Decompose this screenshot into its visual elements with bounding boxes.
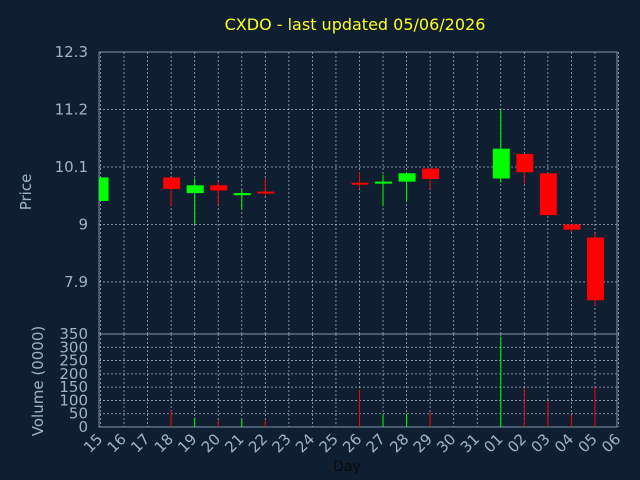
candles [99,109,604,306]
candle-body [398,173,416,182]
candle-body [99,177,109,201]
candle-body [210,185,228,191]
candle-body [163,177,181,189]
volume-tick-label: 250 [59,352,88,370]
candle-body [422,168,440,180]
candle-body [492,148,510,179]
price-axis-label: Price [17,174,35,211]
x-tick-label: 16 [104,430,130,456]
x-axis-label: Day [333,459,361,475]
volume-grid [99,334,619,427]
x-tick-label: 18 [151,430,177,456]
volume-tick-label: 50 [69,405,88,423]
price-ticks: 7.9 9 10.1 11.2 12.3 [55,43,88,291]
candle-body [516,153,534,173]
price-tick-label: 11.2 [55,100,88,118]
x-tick-label: 19 [174,430,200,456]
x-tick-label: 24 [292,430,318,456]
x-tick-label: 21 [221,430,247,456]
x-tick-label: 28 [386,430,412,456]
price-tick-label: 12.3 [55,43,88,61]
x-tick-label: 31 [457,430,483,456]
volume-axis-label: Volume (0000) [29,326,47,436]
price-tick-label: 7.9 [64,273,88,291]
x-tick-label: 25 [316,430,342,456]
candle-body [375,181,393,184]
volume-tick-label: 300 [59,338,88,356]
x-tick-label: 30 [433,430,459,456]
x-tick-label: 20 [198,430,224,456]
volume-tick-label: 0 [78,418,88,436]
price-plot-frame [98,51,618,335]
x-tick-label: 06 [598,430,624,456]
volume-plot-frame [98,333,618,428]
x-tick-label: 26 [339,430,365,456]
candle-body [586,237,604,301]
volume-tick-label: 350 [59,325,88,343]
x-tick-label: 03 [527,430,553,456]
candle-body [233,193,251,196]
volume-tick-label: 200 [59,365,88,383]
x-tick-label: 27 [363,430,389,456]
x-tick-label: 04 [551,430,577,456]
candle-body [539,173,557,216]
x-tick-label: 23 [268,430,294,456]
x-tick-label: 05 [575,430,601,456]
volume-tick-label: 150 [59,378,88,396]
x-tick-label: 17 [127,430,153,456]
volume-tick-label: 100 [59,391,88,409]
x-tick-label: 02 [504,430,530,456]
volume-bars [170,336,596,427]
x-ticks: 1516171819202122232425262728293031010203… [80,430,624,456]
price-tick-label: 9 [78,215,88,233]
x-tick-label: 29 [410,430,436,456]
price-tick-label: 10.1 [55,158,88,176]
candle-body [351,182,369,185]
x-tick-label: 01 [480,430,506,456]
candle-body [257,191,275,194]
chart-title: CXDO - last updated 05/06/2026 [225,15,486,34]
x-tick-label: 22 [245,430,271,456]
candle-body [563,224,581,230]
candle-body [186,185,204,194]
